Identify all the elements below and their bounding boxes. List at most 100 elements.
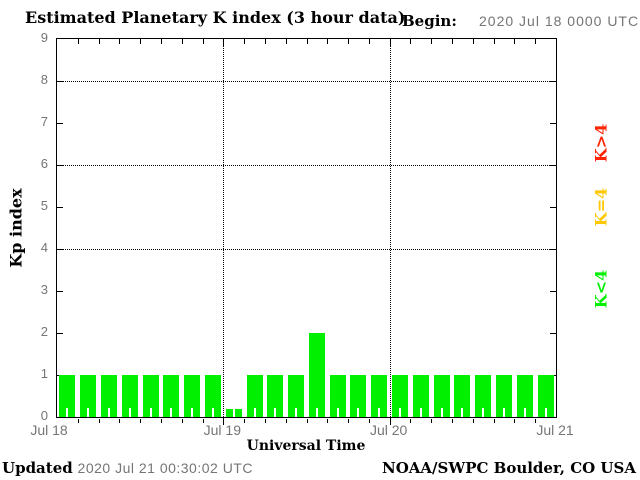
kp-bar <box>516 375 533 417</box>
y-tick-label: 5 <box>40 198 48 213</box>
bar-hour-tick <box>482 408 485 417</box>
x-minor-tick-top <box>77 39 79 44</box>
bar-hour-tick <box>232 408 235 417</box>
x-minor-tick-top <box>244 39 246 44</box>
kp-bar <box>308 333 325 417</box>
gridline-vertical <box>389 39 391 417</box>
chart-title: Estimated Planetary K index (3 hour data… <box>25 8 406 27</box>
kp-bar <box>329 375 346 417</box>
x-minor-tick-bottom <box>119 419 121 423</box>
bar-hour-tick <box>503 408 506 417</box>
gridline-horizontal <box>57 249 556 250</box>
y-tick-right <box>550 333 556 334</box>
x-minor-tick-top <box>306 39 308 44</box>
x-day-tick-top <box>223 39 225 47</box>
y-tick-right <box>550 81 556 82</box>
kp-bar <box>100 375 117 417</box>
y-tick-label: 8 <box>40 72 48 87</box>
bar-hour-tick <box>274 408 277 417</box>
updated-label: Updated <box>2 459 73 477</box>
y-tick-right <box>550 165 556 166</box>
x-minor-tick-bottom <box>431 419 433 423</box>
x-minor-tick-bottom <box>98 419 100 423</box>
kp-bar <box>204 375 221 417</box>
bar-hour-tick <box>170 408 173 417</box>
legend-Klt4: K<4 <box>591 269 611 309</box>
x-minor-tick-top <box>514 39 516 44</box>
y-tick-right <box>550 207 556 208</box>
kp-bar <box>59 375 76 417</box>
bar-hour-tick <box>107 408 110 417</box>
x-minor-tick-bottom <box>306 419 308 423</box>
x-minor-tick-bottom <box>493 419 495 423</box>
legend-Kgt4: K>4 <box>591 123 611 163</box>
x-minor-tick-bottom <box>535 419 537 423</box>
x-minor-tick-bottom <box>202 419 204 423</box>
kp-bar <box>371 375 388 417</box>
y-tick-right <box>550 291 556 292</box>
bar-hour-tick <box>378 408 381 417</box>
bar-hour-tick <box>128 408 131 417</box>
bar-hour-tick <box>399 408 402 417</box>
bar-hour-tick <box>336 408 339 417</box>
x-minor-tick-bottom <box>181 419 183 423</box>
x-minor-tick-bottom <box>368 419 370 423</box>
y-tick-right <box>550 249 556 250</box>
x-minor-tick-top <box>181 39 183 44</box>
kp-bar <box>184 375 201 417</box>
y-tick-left <box>57 207 63 208</box>
x-minor-tick-bottom <box>452 419 454 423</box>
x-axis-title: Universal Time <box>246 438 366 454</box>
x-minor-tick-bottom <box>410 419 412 423</box>
credit-text: NOAA/SWPC Boulder, CO USA <box>381 459 636 477</box>
kp-bar <box>267 375 284 417</box>
x-minor-tick-top <box>410 39 412 44</box>
x-minor-tick-top <box>493 39 495 44</box>
x-minor-tick-bottom <box>160 419 162 423</box>
bar-hour-tick <box>419 408 422 417</box>
x-minor-tick-bottom <box>514 419 516 423</box>
y-tick-left <box>57 123 63 124</box>
y-tick-label: 6 <box>40 156 48 171</box>
bar-hour-tick <box>315 408 318 417</box>
kp-bar <box>454 375 471 417</box>
y-tick-left <box>57 81 63 82</box>
bar-hour-tick <box>87 408 90 417</box>
x-day-tick-bottom <box>389 418 391 425</box>
x-minor-tick-top <box>327 39 329 44</box>
y-tick-left <box>57 291 63 292</box>
y-tick-left <box>57 249 63 250</box>
bar-hour-tick <box>523 408 526 417</box>
x-minor-tick-top <box>452 39 454 44</box>
plot-area <box>56 38 557 425</box>
y-tick-left <box>57 333 63 334</box>
x-day-tick-bottom <box>223 418 225 425</box>
kp-bar <box>350 375 367 417</box>
updated-line: Updated 2020 Jul 21 00:30:02 UTC <box>2 459 253 477</box>
gridline-vertical <box>223 39 225 417</box>
x-minor-tick-top <box>160 39 162 44</box>
x-tick-label: Jul 21 <box>536 422 574 438</box>
y-tick-left <box>57 165 63 166</box>
kp-bar <box>392 375 409 417</box>
x-minor-tick-bottom <box>348 419 350 423</box>
bar-hour-tick <box>66 408 69 417</box>
x-minor-tick-top <box>472 39 474 44</box>
x-minor-tick-top <box>98 39 100 44</box>
kp-bar <box>537 375 554 417</box>
y-tick-label: 4 <box>40 240 48 255</box>
x-minor-tick-bottom <box>327 419 329 423</box>
y-tick-right <box>550 123 556 124</box>
kp-bar <box>80 375 97 417</box>
x-minor-tick-bottom <box>77 419 79 423</box>
bar-hour-tick <box>149 408 152 417</box>
bar-hour-tick <box>544 408 547 417</box>
x-minor-tick-top <box>431 39 433 44</box>
gridline-horizontal <box>57 165 556 166</box>
bar-hour-tick <box>211 408 214 417</box>
x-minor-tick-top <box>140 39 142 44</box>
kp-bar <box>225 408 242 417</box>
x-minor-tick-bottom <box>244 419 246 423</box>
x-minor-tick-top <box>119 39 121 44</box>
